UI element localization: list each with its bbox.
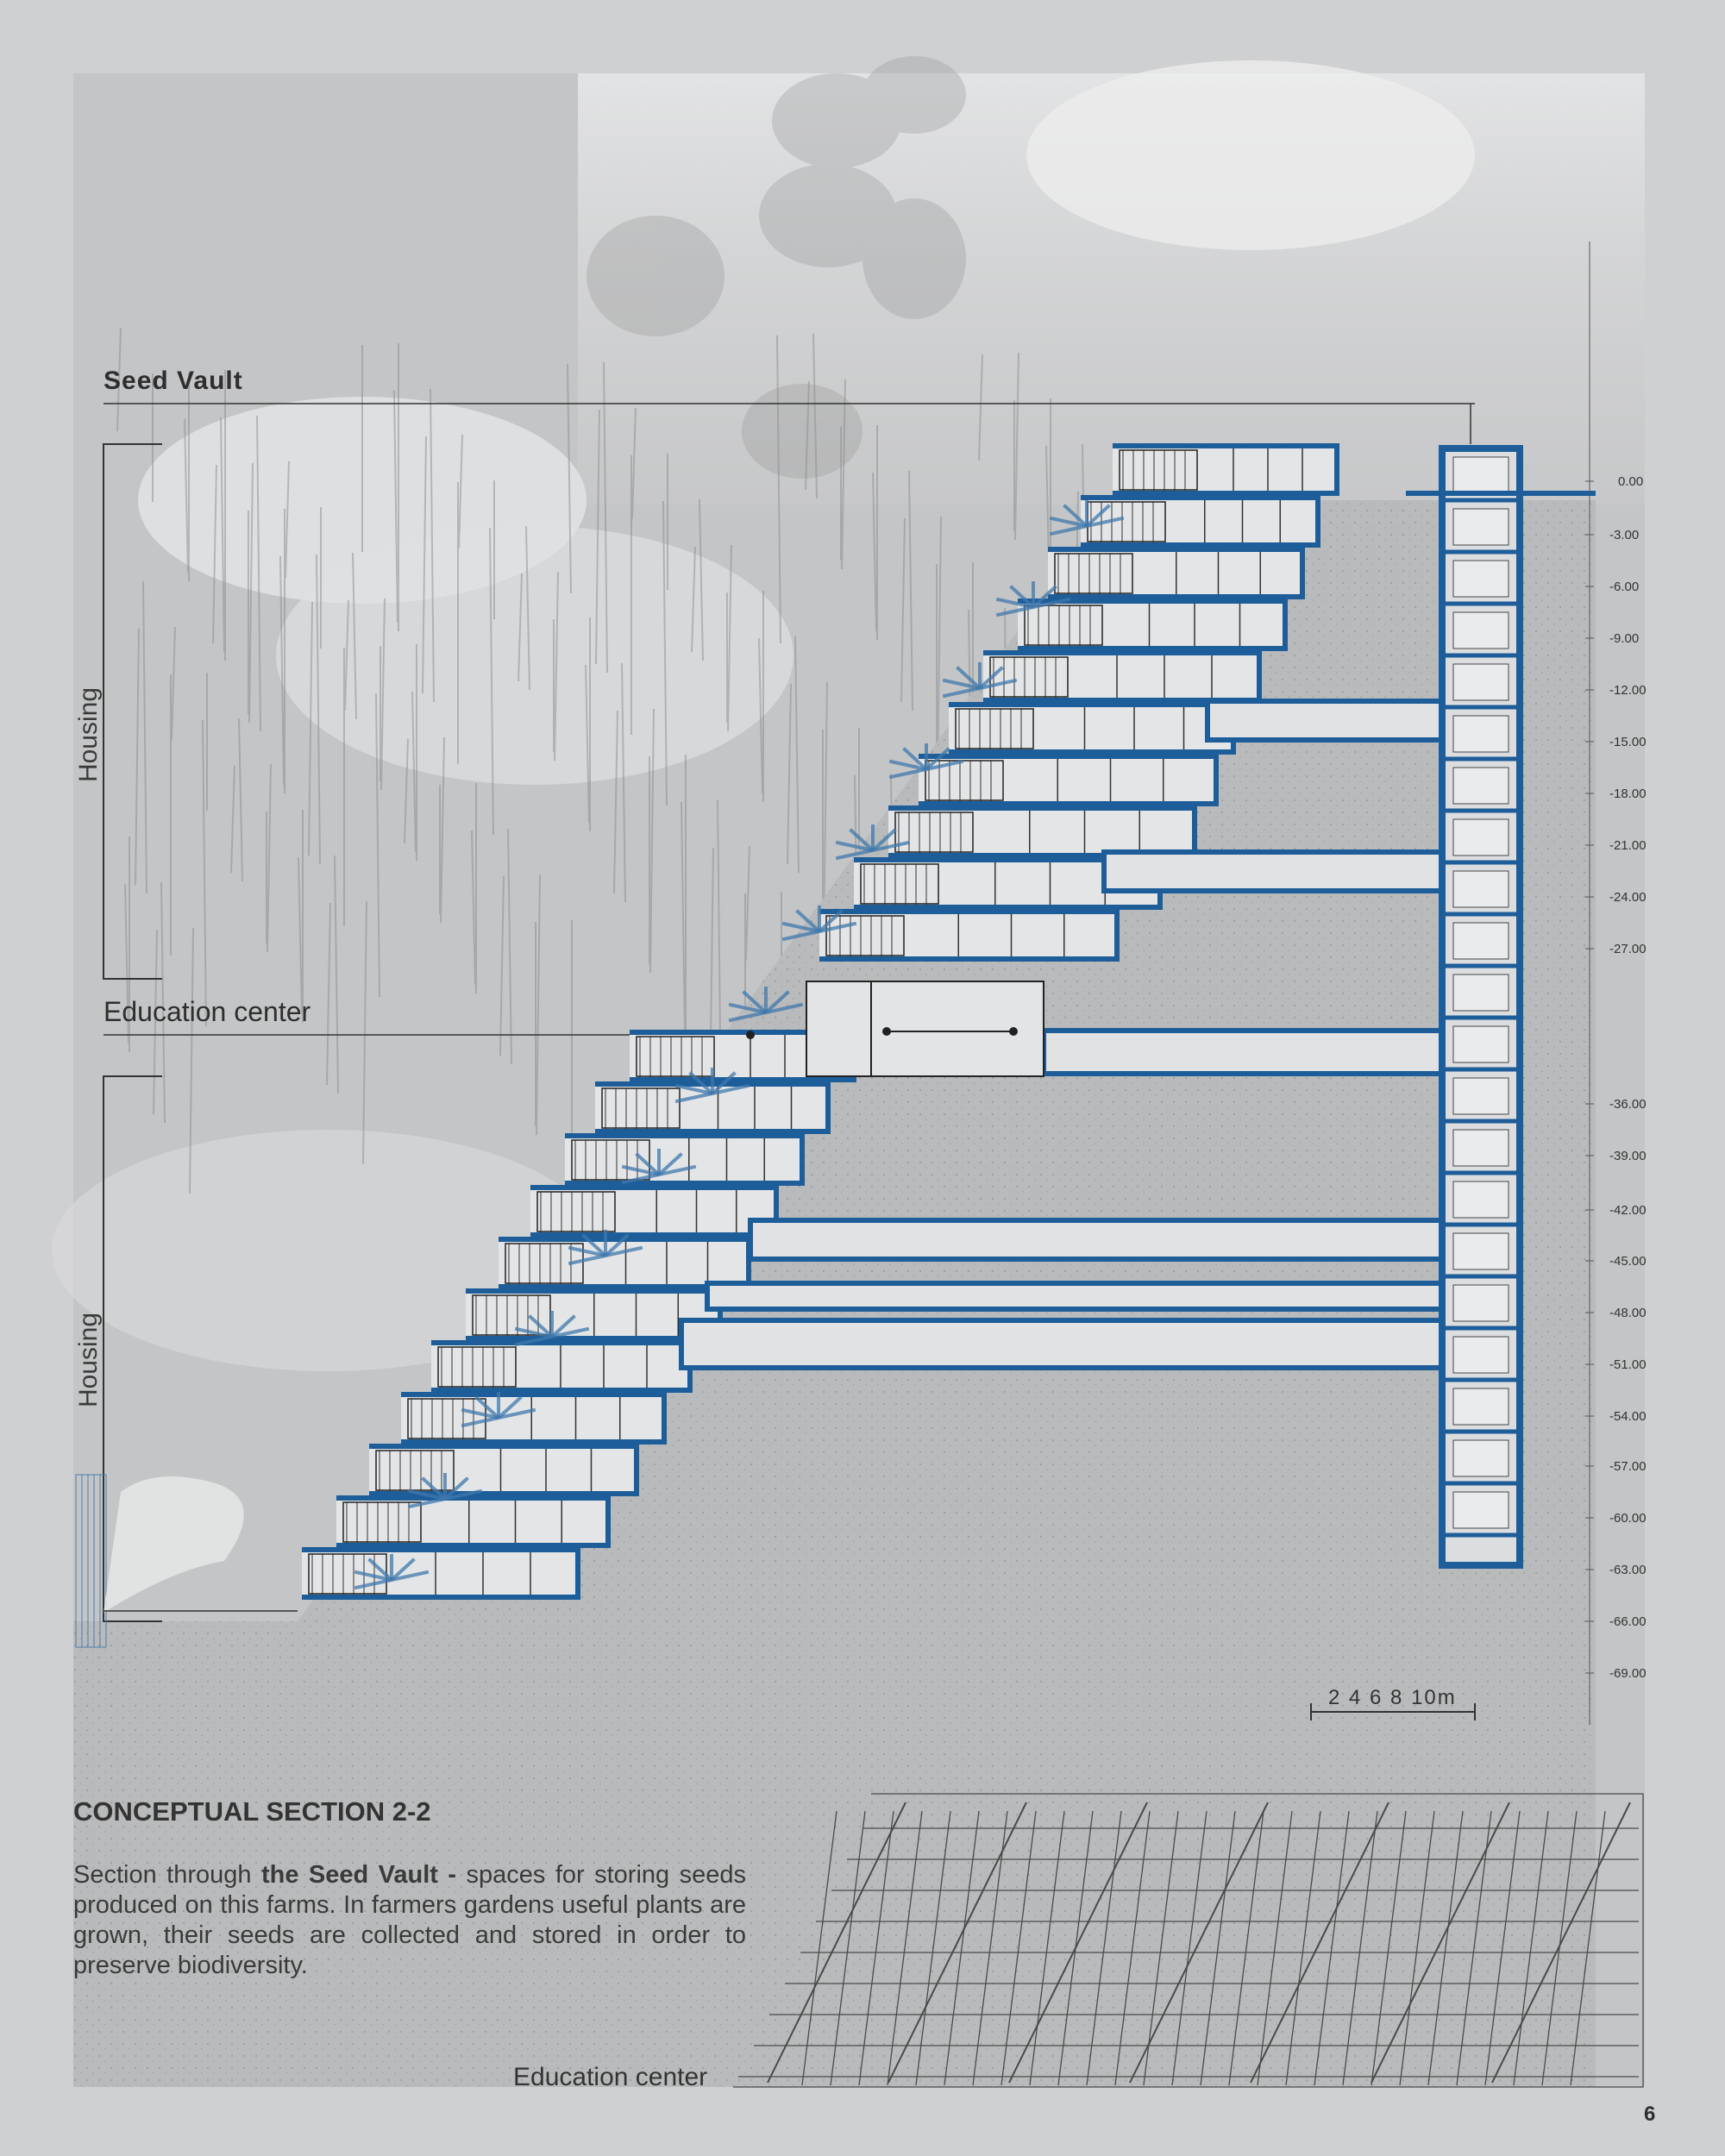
elevation-mark: -51.00: [1609, 1357, 1647, 1372]
elevation-scale: 0.00 -3.00 -6.00 -9.00 -12.00 -15.00 -18.00 -21…: [1585, 474, 1647, 1681]
access-tunnel: [679, 1318, 1447, 1370]
description-bold: the Seed Vault -: [260, 1861, 457, 1889]
palm-plant: [568, 1230, 643, 1266]
housing-unit: [530, 1185, 779, 1238]
elevation-mark: -66.00: [1609, 1614, 1647, 1629]
education-center-block: [746, 981, 1044, 1077]
palm-plant: [835, 824, 911, 861]
housing-label-top: Housing: [74, 686, 103, 783]
elevation-mark: -45.00: [1609, 1254, 1647, 1269]
palm-plant: [621, 1149, 697, 1185]
description-rest: spaces for storing seeds produced on thi…: [73, 1861, 746, 1979]
elevation-mark: -48.00: [1609, 1306, 1647, 1320]
palm-plant: [514, 1311, 590, 1347]
elevation-mark: -27.00: [1609, 942, 1647, 956]
seed-vault-label: Seed Vault: [104, 367, 243, 395]
housing-unit: [1018, 599, 1288, 651]
elevation-mark: -54.00: [1609, 1409, 1647, 1424]
housing-unit: [336, 1495, 611, 1548]
housing-unit: [819, 909, 1120, 962]
elevation-mark: -24.00: [1609, 890, 1647, 905]
elevation-mark: -6.00: [1609, 580, 1639, 594]
elevation-mark: -60.00: [1609, 1511, 1647, 1526]
palm-plant: [354, 1554, 430, 1590]
elevation-mark: -15.00: [1609, 735, 1647, 749]
access-tunnel: [1205, 699, 1447, 743]
lobby-garden: [75, 1474, 298, 1648]
palm-plant: [995, 581, 1071, 617]
access-tunnel: [1041, 1028, 1447, 1076]
housing-unit: [565, 1133, 805, 1186]
access-tunnel: [705, 1281, 1447, 1312]
page-number: 6: [1644, 2103, 1656, 2126]
description-intro: Section through: [73, 1861, 261, 1889]
elevation-mark: -63.00: [1609, 1563, 1647, 1577]
elevation-mark: -42.00: [1609, 1203, 1647, 1218]
axo-outline: [733, 1793, 1644, 2088]
housing-unit: [499, 1237, 751, 1289]
housing-unit: [919, 754, 1219, 806]
palm-plant: [942, 662, 1018, 699]
palm-plant: [888, 743, 964, 780]
elevation-mark: -39.00: [1609, 1149, 1647, 1163]
bottom-education-label: Education center: [513, 2063, 708, 2091]
elevation-mark: -57.00: [1609, 1459, 1647, 1474]
palm-plant: [728, 987, 804, 1023]
housing-unit: [369, 1444, 639, 1496]
elevation-mark: -18.00: [1609, 787, 1647, 801]
housing-unit: [888, 805, 1197, 858]
palm-plant: [407, 1473, 483, 1509]
housing-unit: [302, 1547, 580, 1600]
elevation-mark: -69.00: [1609, 1666, 1647, 1681]
access-tunnel: [1101, 849, 1447, 893]
elevation-mark: -3.00: [1609, 528, 1639, 542]
elevation-mark: -9.00: [1609, 631, 1639, 646]
access-tunnel: [748, 1218, 1447, 1262]
axonometric-sketch: [733, 1793, 1644, 2088]
housing-unit: [1048, 547, 1305, 599]
housing-unit: [466, 1288, 723, 1341]
education-center-label: Education center: [104, 996, 311, 1027]
section-title: CONCEPTUAL SECTION 2-2: [73, 1796, 431, 1827]
seed-vault-shaft: [1406, 445, 1596, 1569]
elevation-mark: 0.00: [1618, 474, 1643, 489]
palm-plant: [1049, 500, 1125, 536]
housing-unit: [431, 1340, 693, 1393]
palm-plant: [781, 906, 857, 942]
elevation-mark: -36.00: [1609, 1097, 1647, 1112]
scale-bar-label: 2 4 6 8 10m: [1328, 1686, 1457, 1709]
housing-unit: [1081, 495, 1320, 548]
housing-unit: [983, 650, 1262, 703]
housing-unit: [1113, 443, 1339, 496]
elevation-mark: -21.00: [1609, 838, 1647, 853]
section-description: Section through the Seed Vault - spaces …: [73, 1860, 746, 1981]
palm-plant: [674, 1068, 750, 1104]
housing-unit: [401, 1392, 667, 1445]
scale-bar: [1310, 1703, 1476, 1720]
housing-unit: [949, 702, 1236, 755]
housing-label-bottom: Housing: [74, 1312, 103, 1408]
elevation-mark: -12.00: [1609, 683, 1647, 698]
palm-plant: [461, 1392, 536, 1428]
